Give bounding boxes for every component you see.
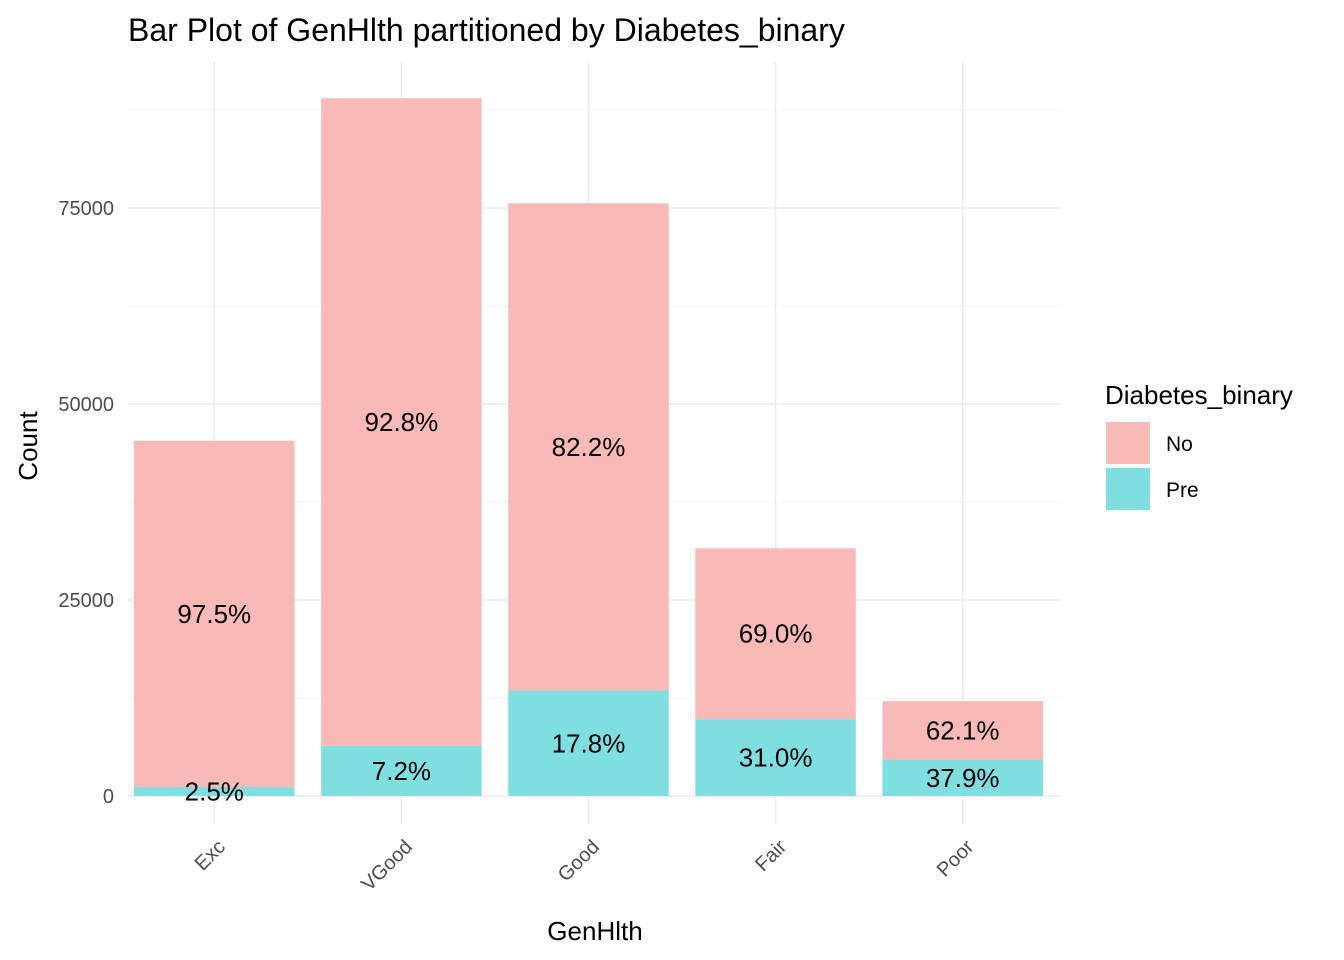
bar-label: 82.2% [552,432,626,462]
legend-label-pre: Pre [1166,479,1199,502]
bar-pre-fair [695,719,856,796]
legend-swatch-no [1106,422,1150,464]
x-tick-label: Good [554,836,604,886]
bar-label: 62.1% [926,716,1000,746]
bar-label: 37.9% [926,763,1000,793]
bar-label: 31.0% [739,743,813,773]
bar-label: 69.0% [739,619,813,649]
bar-label: 2.5% [185,777,244,807]
y-tick-label: 25000 [58,590,114,612]
x-tick-label: Fair [751,836,791,876]
y-tick-label: 0 [103,786,114,808]
y-tick-label: 50000 [58,394,114,416]
y-axis-ticks: 0 25000 50000 75000 [58,198,114,808]
bar-no-exc [134,440,295,788]
bar-label: 17.8% [552,728,626,758]
bar-pre-poor [882,759,1043,796]
bar-label: 7.2% [372,756,431,786]
bar-pre-exc [134,787,295,796]
x-tick-label: VGood [357,836,417,896]
legend: Diabetes_binary No Pre [1105,380,1293,510]
legend-swatch-pre [1106,468,1150,510]
y-tick-label: 75000 [58,198,114,220]
bar-no-good [508,203,669,691]
x-tick-label: Poor [933,836,979,882]
y-axis-title: Count [13,411,43,481]
bar-no-vgood [321,98,482,746]
legend-label-no: No [1166,433,1193,456]
bar-label: 97.5% [177,599,251,629]
bar-no-poor [882,701,1043,760]
x-axis-ticks: Exc VGood Good Fair Poor [191,836,979,896]
bar-pre-vgood [321,745,482,796]
bar-labels: 2.5% 7.2% 17.8% 31.0% 37.9% 97.5% 92.8% 82.2% 69… [177,407,999,806]
chart-title: Bar Plot of GenHlth partitioned by Diabe… [128,12,845,48]
legend-title: Diabetes_binary [1105,380,1293,410]
x-axis-title: GenHlth [547,916,642,946]
bar-label: 92.8% [365,407,439,437]
bar-no-fair [695,548,856,720]
bar-pre-good [508,690,669,796]
bars [134,98,1043,796]
x-tick-label: Exc [191,836,230,875]
